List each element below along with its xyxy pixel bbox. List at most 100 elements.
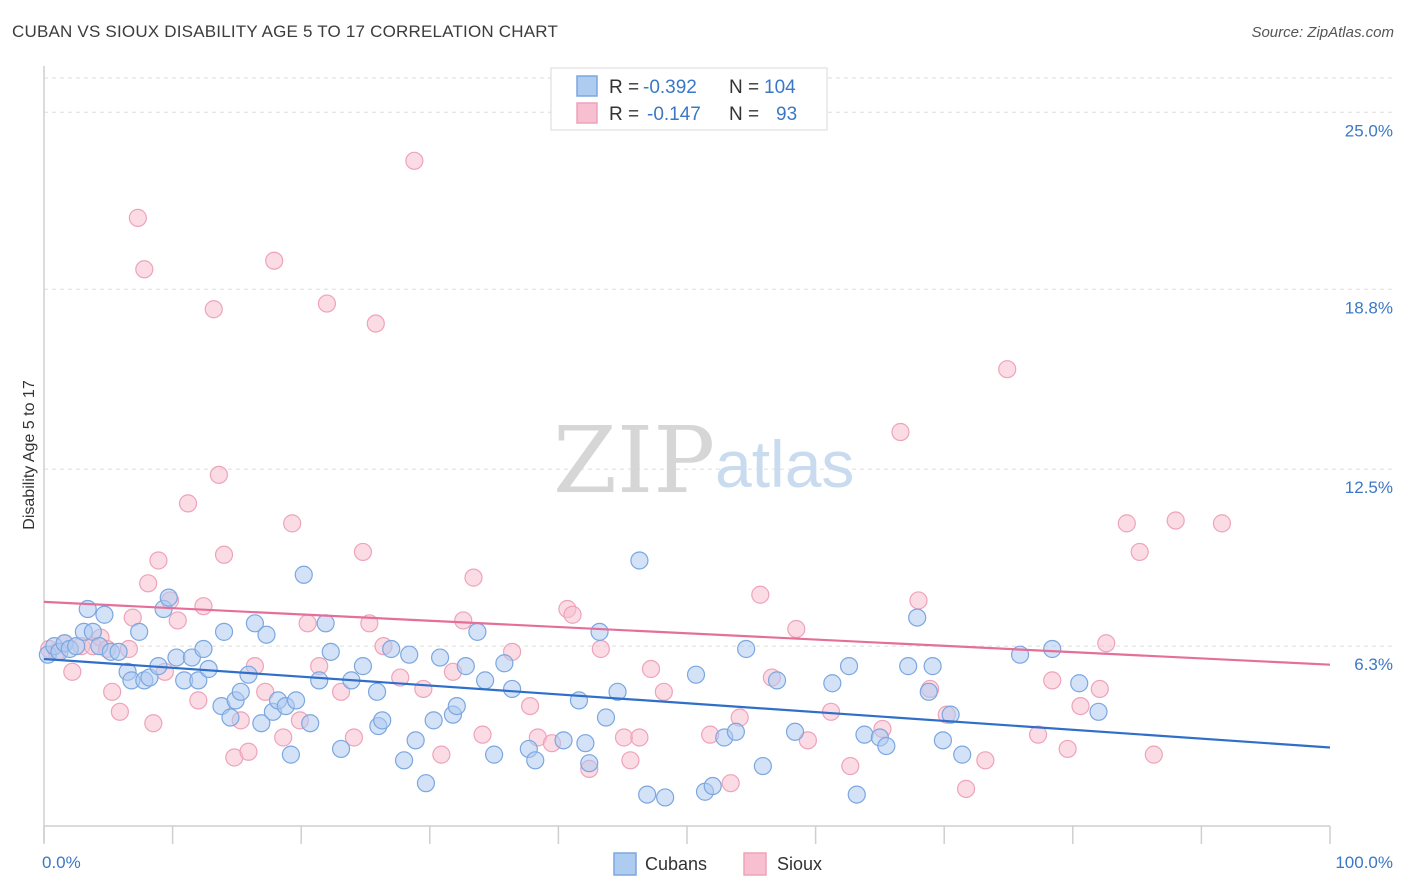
legend-n-label-sioux: N = <box>729 104 759 125</box>
data-point-cubans <box>839 657 859 676</box>
data-point-sioux <box>135 260 154 279</box>
data-point-cubans <box>590 622 609 641</box>
data-point-cubans <box>485 745 504 764</box>
data-point-cubans <box>447 696 466 716</box>
tick-labels: 6.3% 12.5% 18.8% 25.0% 0.0% 100.0% <box>42 121 1393 872</box>
data-point-sioux <box>787 619 806 639</box>
legend-n-label-cubans: N = <box>729 77 759 98</box>
data-point-sioux <box>998 360 1017 379</box>
data-point-sioux <box>1166 511 1185 530</box>
legend-swatch-sioux <box>576 102 598 124</box>
legend-n-value-sioux: 93 <box>776 104 797 125</box>
data-point-cubans <box>231 682 250 701</box>
data-point-cubans <box>373 711 392 730</box>
data-point-cubans <box>608 682 627 701</box>
data-point-sioux <box>110 702 129 721</box>
data-point-cubans <box>245 614 265 633</box>
data-point-sioux <box>621 751 640 770</box>
data-point-cubans <box>1089 702 1108 721</box>
data-point-cubans <box>656 788 675 807</box>
chart-source: Source: ZipAtlas.com <box>1251 24 1394 41</box>
data-point-cubans <box>1070 674 1089 693</box>
watermark-atlas: atlas <box>715 427 854 501</box>
data-point-sioux <box>521 696 540 716</box>
data-point-cubans <box>331 739 351 759</box>
data-point-cubans <box>301 714 320 733</box>
data-point-cubans <box>933 731 953 750</box>
data-point-sioux <box>976 751 995 770</box>
legend-n-value-cubans: 104 <box>764 77 796 98</box>
data-point-cubans <box>406 731 425 750</box>
data-point-cubans <box>576 734 595 753</box>
data-point-sioux <box>1028 725 1048 744</box>
data-point-sioux <box>563 605 582 624</box>
data-point-cubans <box>468 622 487 641</box>
data-point-cubans <box>919 682 938 701</box>
watermark-zip: ZIP <box>553 407 715 514</box>
data-point-cubans <box>95 605 114 624</box>
data-point-sioux <box>265 251 284 270</box>
data-point-sioux <box>798 731 817 750</box>
data-point-cubans <box>109 642 128 661</box>
data-point-cubans <box>899 657 918 676</box>
data-point-cubans <box>638 785 657 804</box>
y-tick-label: 12.5% <box>1345 478 1393 497</box>
y-tick-label: 18.8% <box>1345 298 1393 317</box>
data-point-cubans <box>382 639 401 659</box>
data-point-cubans <box>367 682 387 701</box>
data-point-sioux <box>239 742 258 761</box>
bottom-legend-label-cubans: Cubans <box>645 854 707 874</box>
data-point-sioux <box>654 682 673 701</box>
data-point-sioux <box>1043 671 1062 690</box>
data-point-cubans <box>941 705 960 724</box>
data-point-cubans <box>252 714 271 733</box>
data-point-cubans <box>953 745 972 764</box>
legend-r-value-sioux: -0.147 <box>647 104 701 125</box>
data-point-cubans <box>194 639 213 659</box>
data-point-sioux <box>256 682 275 701</box>
data-point-cubans <box>316 614 335 633</box>
data-point-sioux <box>344 728 364 747</box>
data-point-cubans <box>495 654 514 673</box>
data-point-cubans <box>130 622 149 641</box>
data-point-cubans <box>753 756 772 776</box>
data-point-cubans <box>189 671 208 690</box>
trend-lines <box>43 600 1331 749</box>
data-point-cubans <box>767 671 787 690</box>
data-point-cubans <box>321 642 340 661</box>
data-point-cubans <box>554 731 573 750</box>
data-point-sioux <box>751 585 770 604</box>
data-point-cubans <box>1043 639 1062 659</box>
data-point-sioux <box>432 745 451 764</box>
data-point-sioux <box>614 728 634 747</box>
data-point-sioux <box>721 774 740 793</box>
legend-swatch-cubans <box>576 75 598 97</box>
data-point-sioux <box>591 639 610 659</box>
data-point-cubans <box>353 657 373 676</box>
data-point-cubans <box>737 639 756 659</box>
data-point-sioux <box>168 611 187 630</box>
trend-line-cubans <box>43 657 1331 749</box>
data-point-sioux <box>214 545 234 564</box>
y-tick-label: 25.0% <box>1345 121 1393 140</box>
data-point-cubans <box>294 565 313 584</box>
data-point-cubans <box>281 745 301 764</box>
data-point-cubans <box>167 648 186 667</box>
trend-line-sioux <box>43 600 1331 666</box>
data-point-sioux <box>641 659 661 679</box>
data-point-cubans <box>580 754 599 773</box>
legend-r-label-cubans: R = <box>609 77 639 98</box>
bottom-legend-swatch-sioux <box>743 852 767 876</box>
data-point-sioux <box>144 714 163 733</box>
data-point-sioux <box>464 568 483 587</box>
legend: R = -0.392 N = 104 R = -0.147 N = 93 <box>550 67 828 131</box>
data-point-cubans <box>456 657 475 676</box>
data-point-sioux <box>1130 542 1149 562</box>
data-point-sioux <box>274 728 293 747</box>
axes <box>43 66 1331 844</box>
data-point-sioux <box>1212 514 1232 533</box>
data-point-cubans <box>239 665 258 684</box>
data-point-cubans <box>785 722 805 741</box>
data-point-sioux <box>317 294 337 313</box>
data-point-cubans <box>430 648 450 667</box>
